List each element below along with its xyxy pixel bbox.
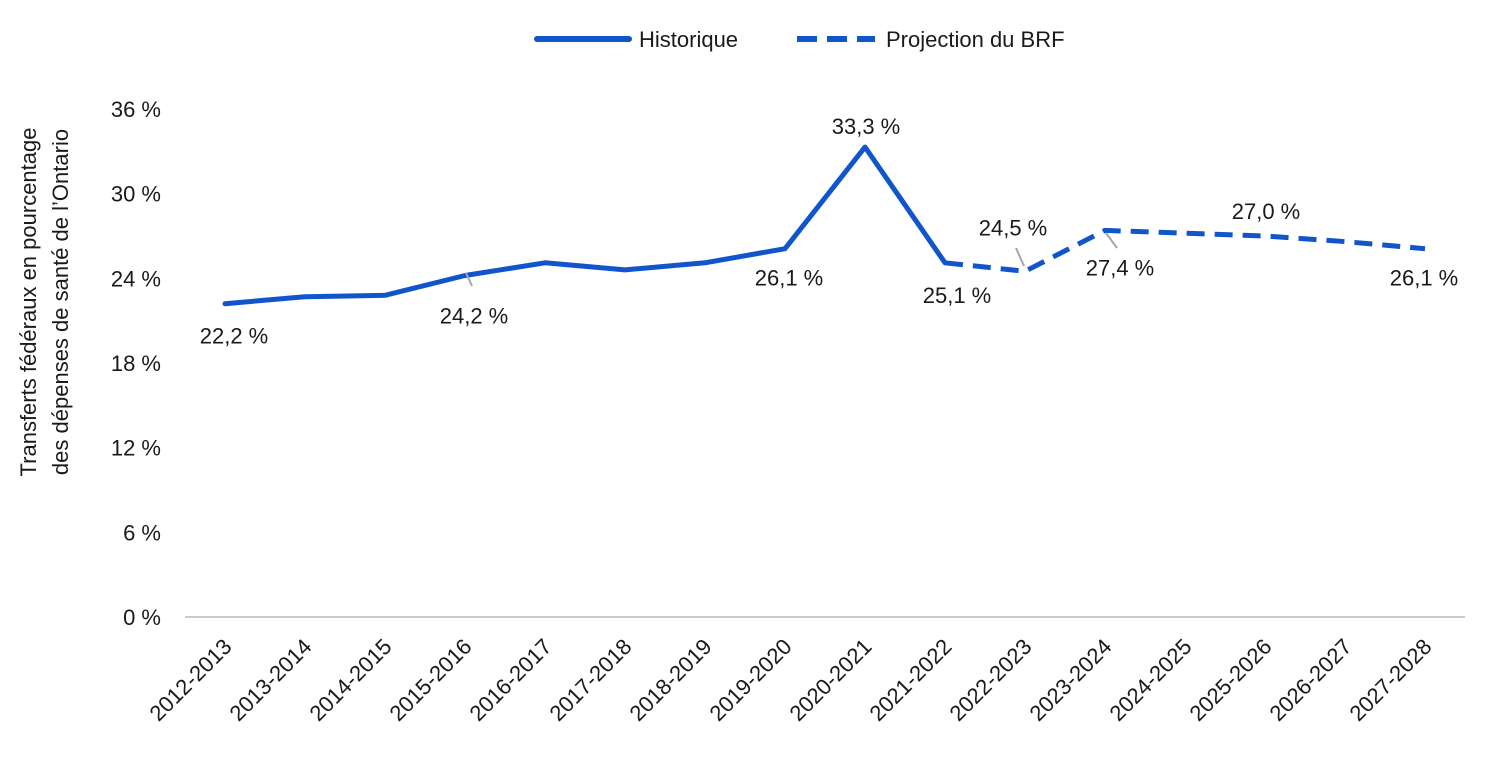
x-tick-label: 2014-2015 xyxy=(304,634,396,726)
data-label: 26,1 % xyxy=(755,266,824,291)
x-tick-label: 2027-2028 xyxy=(1344,634,1436,726)
x-tick-label: 2026-2027 xyxy=(1264,634,1356,726)
x-tick-label: 2018-2019 xyxy=(624,634,716,726)
data-label: 24,2 % xyxy=(440,304,509,329)
y-tick-label: 24 % xyxy=(111,266,161,291)
x-tick-label: 2024-2025 xyxy=(1104,634,1196,726)
data-label: 33,3 % xyxy=(832,114,901,139)
x-tick-label: 2023-2024 xyxy=(1024,634,1116,726)
y-tick-label: 0 % xyxy=(123,605,161,630)
x-tick-label: 2013-2014 xyxy=(224,634,316,726)
series-line-historique xyxy=(222,144,948,307)
x-tick-label: 2020-2021 xyxy=(784,634,876,726)
data-label: 27,0 % xyxy=(1232,199,1301,224)
data-label: 26,1 % xyxy=(1390,266,1459,291)
x-tick-label: 2025-2026 xyxy=(1184,634,1276,726)
y-tick-label: 12 % xyxy=(111,436,161,461)
y-axis: 0 % 6 % 12 % 18 % 24 % 30 % 36 % xyxy=(111,97,161,630)
x-tick-label: 2012-2013 xyxy=(144,634,236,726)
x-tick-label: 2017-2018 xyxy=(544,634,636,726)
data-label-leader xyxy=(1105,232,1118,249)
x-tick-label: 2022-2023 xyxy=(944,634,1036,726)
x-tick-label: 2019-2020 xyxy=(704,634,796,726)
x-tick-label: 2021-2022 xyxy=(864,634,956,726)
data-label: 22,2 % xyxy=(200,324,269,349)
x-tick-label: 2015-2016 xyxy=(384,634,476,726)
data-label-leader xyxy=(465,272,473,287)
y-axis-title: Transferts fédéraux en pourcentage des dé… xyxy=(16,128,73,477)
x-axis: 2012-20132013-20142014-20152015-20162016… xyxy=(144,634,1436,726)
x-tick-label: 2016-2017 xyxy=(464,634,556,726)
y-tick-label: 18 % xyxy=(111,351,161,376)
data-label: 25,1 % xyxy=(923,283,992,308)
data-label: 27,4 % xyxy=(1086,255,1155,280)
data-label-leader xyxy=(1015,247,1025,267)
legend-label: Projection du BRF xyxy=(886,27,1065,52)
y-tick-label: 30 % xyxy=(111,182,161,207)
y-tick-label: 36 % xyxy=(111,97,161,122)
series-group xyxy=(222,144,1426,307)
y-tick-label: 6 % xyxy=(123,520,161,545)
data-labels: 22,2 % 24,2 % 26,1 % 33,3 % 25,1 % 24,5 % 27,4… xyxy=(200,114,1459,349)
y-axis-title-line: des dépenses de santé de l’Ontario xyxy=(48,129,73,475)
y-axis-title-line: Transferts fédéraux en pourcentage xyxy=(16,128,41,477)
chart-legend: Historique Projection du BRF xyxy=(534,27,1065,52)
data-label: 24,5 % xyxy=(979,215,1048,240)
legend-label: Historique xyxy=(639,27,738,52)
